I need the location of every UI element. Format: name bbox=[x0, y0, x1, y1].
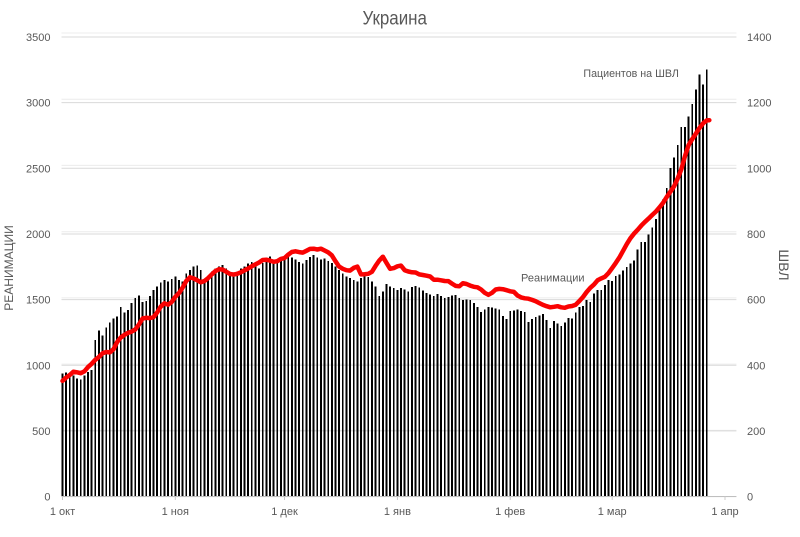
svg-text:200: 200 bbox=[747, 426, 765, 438]
svg-text:1000: 1000 bbox=[26, 360, 50, 372]
svg-text:1 ноя: 1 ноя bbox=[162, 506, 189, 518]
svg-text:Украина: Украина bbox=[362, 9, 427, 30]
svg-text:1 дек: 1 дек bbox=[271, 506, 298, 518]
svg-text:1 фев: 1 фев bbox=[495, 506, 525, 518]
svg-text:Пациентов на ШВЛ: Пациентов на ШВЛ bbox=[583, 68, 679, 80]
svg-text:1200: 1200 bbox=[747, 98, 771, 110]
svg-text:1 мар: 1 мар bbox=[598, 506, 627, 518]
svg-text:1000: 1000 bbox=[747, 163, 771, 175]
svg-text:800: 800 bbox=[747, 229, 765, 241]
svg-text:Реанимации: Реанимации bbox=[521, 273, 585, 285]
svg-text:1400: 1400 bbox=[747, 32, 771, 44]
svg-text:600: 600 bbox=[747, 295, 765, 307]
svg-text:3000: 3000 bbox=[26, 98, 50, 110]
svg-text:РЕАНИМАЦИИ: РЕАНИМАЦИИ bbox=[2, 225, 16, 310]
svg-text:2000: 2000 bbox=[26, 229, 50, 241]
svg-text:0: 0 bbox=[44, 492, 50, 504]
svg-text:1 окт: 1 окт bbox=[50, 506, 75, 518]
svg-text:ШВЛ: ШВЛ bbox=[776, 249, 792, 280]
svg-text:3500: 3500 bbox=[26, 32, 50, 44]
svg-text:500: 500 bbox=[32, 426, 50, 438]
svg-text:1500: 1500 bbox=[26, 295, 50, 307]
svg-text:1 апр: 1 апр bbox=[711, 506, 738, 518]
svg-text:2500: 2500 bbox=[26, 163, 50, 175]
svg-text:400: 400 bbox=[747, 360, 765, 372]
svg-text:0: 0 bbox=[747, 492, 753, 504]
svg-text:1 янв: 1 янв bbox=[384, 506, 411, 518]
